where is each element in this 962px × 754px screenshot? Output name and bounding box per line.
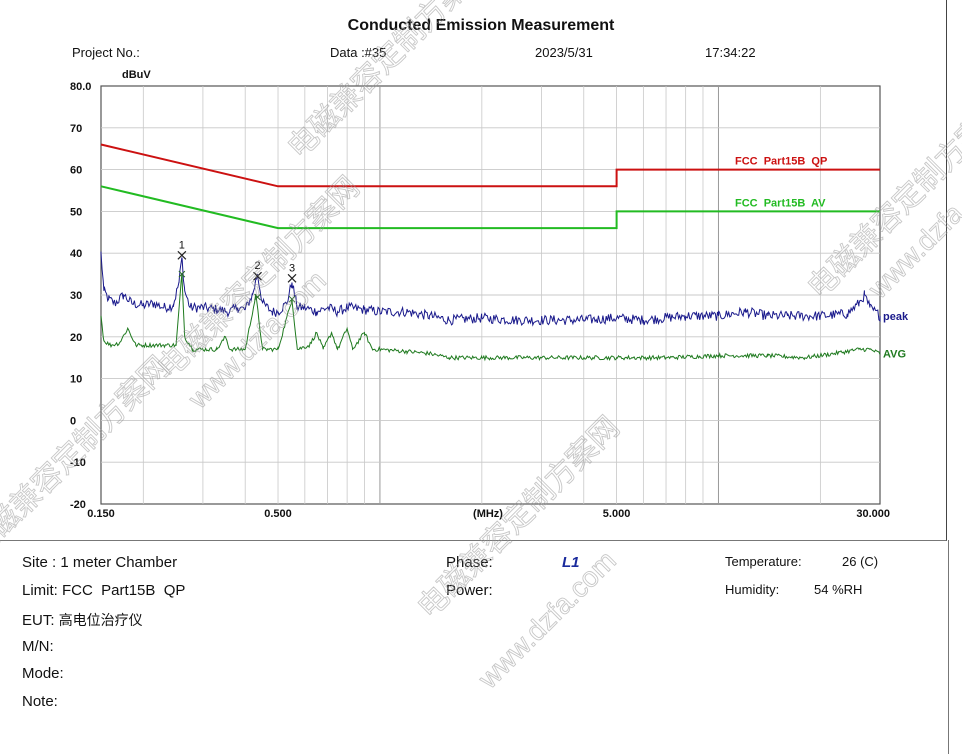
eut-label: EUT:	[22, 612, 55, 629]
humidity-label: Humidity:	[725, 582, 780, 597]
limit-row: Limit: FCC Part15B QP	[22, 582, 185, 599]
phase-label: Phase:	[446, 554, 493, 571]
y-tick-label: -10	[70, 457, 86, 469]
x-tick-label: (MHz)	[473, 508, 503, 520]
series-peak	[100, 251, 881, 327]
time-value: 17:34:22	[705, 45, 756, 60]
temperature-value: 26 (C)	[842, 554, 879, 569]
project-label: Project No.:	[72, 45, 140, 60]
mode-label: Mode:	[22, 665, 64, 682]
series-label: peak	[883, 311, 909, 323]
measurement-info-panel: Site : 1 meter Chamber Limit: FCC Part15…	[0, 540, 949, 754]
peak-marker	[177, 250, 187, 260]
y-tick-label: 10	[70, 374, 82, 386]
y-tick-label: 80.0	[70, 81, 91, 93]
y-tick-label: 40	[70, 248, 82, 260]
series-label: AVG	[883, 349, 906, 361]
emission-chart: FCC Part15B QP FCC Part15B AV peak AVG 1 2 3…	[70, 69, 909, 520]
peak-marker	[253, 271, 262, 281]
note-label: Note:	[22, 693, 58, 710]
y-tick-label: 60	[70, 165, 82, 177]
marker-label: 2	[254, 260, 260, 272]
x-tick-label: 5.000	[603, 508, 631, 520]
series-avg	[100, 274, 881, 362]
limit-lines: FCC Part15B QP FCC Part15B AV	[100, 143, 880, 230]
limit-line-qp	[100, 143, 880, 188]
eut-value: 高电位治疗仪	[58, 613, 143, 629]
site-value: : 1 meter Chamber	[52, 554, 178, 571]
power-label: Power:	[446, 582, 493, 599]
x-tick-label: 0.500	[264, 508, 292, 520]
marker-label: 1	[179, 239, 185, 251]
y-tick-label: 70	[70, 123, 82, 135]
axis-labels: 80.0 70 60 50 40 30 20 10 0 -10 -20 dBuV 0.150 0.500 (…	[70, 69, 890, 520]
date-value: 2023/5/31	[535, 45, 593, 60]
avg-marker	[254, 293, 261, 301]
limit-value: FCC Part15B QP	[62, 582, 186, 599]
y-axis-label: dBuV	[122, 69, 151, 81]
avg-marker	[288, 295, 296, 303]
chart-frame	[0, 0, 947, 541]
limit-line-av	[100, 185, 880, 230]
peak-marker	[287, 273, 297, 283]
site-row: Site : 1 meter Chamber	[22, 554, 177, 571]
site-label: Site	[22, 554, 48, 571]
temperature-label: Temperature:	[725, 554, 802, 569]
marker-label: 3	[289, 262, 295, 274]
grid	[100, 85, 881, 505]
x-tick-label: 0.150	[87, 508, 115, 520]
mn-label: M/N:	[22, 638, 54, 655]
y-tick-label: 0	[70, 415, 76, 427]
limit-label: FCC Part15B AV	[735, 197, 826, 209]
humidity-value: 54 %RH	[814, 582, 863, 597]
avg-marker	[178, 270, 186, 278]
eut-row: EUT: 高电位治疗仪	[22, 610, 143, 630]
y-tick-label: 50	[70, 206, 82, 218]
y-tick-label: -20	[70, 499, 86, 511]
limit-label: Limit:	[22, 582, 58, 599]
data-series: peak AVG	[100, 251, 909, 362]
y-tick-label: 20	[70, 332, 82, 344]
chart-title: Conducted Emission Measurement	[347, 17, 615, 34]
y-tick-label: 30	[70, 290, 82, 302]
limit-label: FCC Part15B QP	[735, 156, 827, 168]
x-tick-label: 30.000	[856, 508, 890, 520]
peak-markers: 1 2 3	[177, 239, 297, 303]
data-label: Data :#35	[330, 45, 387, 60]
phase-value: L1	[562, 554, 580, 571]
